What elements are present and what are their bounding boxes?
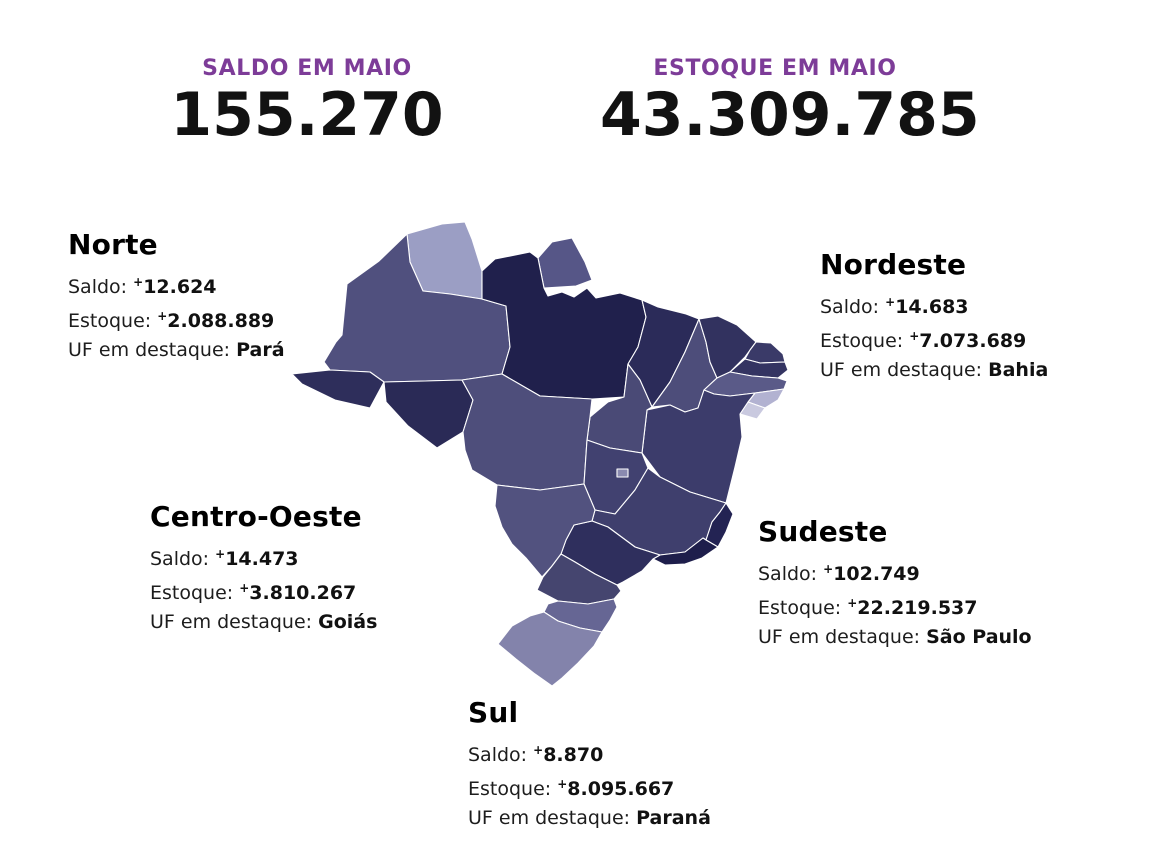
saldo-label: Saldo:: [150, 548, 210, 570]
region-sul-estoque: Estoque: +8.095.667: [468, 770, 711, 804]
saldo-metric-value: 155.270: [170, 80, 444, 150]
brazil-map: [291, 222, 789, 687]
state-ac: [291, 369, 385, 409]
region-centro-oeste-uf: UF em destaque: Goiás: [150, 608, 377, 637]
saldo-number: 14.473: [225, 548, 299, 570]
region-norte: Norte Saldo: +12.624 Estoque: +2.088.889…: [68, 228, 285, 365]
uf-label: UF em destaque:: [820, 359, 983, 381]
uf-value: São Paulo: [926, 626, 1032, 648]
saldo-number: 14.683: [895, 296, 969, 318]
region-sudeste-saldo: Saldo: +102.749: [758, 555, 1032, 589]
estoque-value: +22.219.537: [847, 596, 978, 619]
estoque-label: Estoque:: [758, 597, 842, 619]
region-sudeste: Sudeste Saldo: +102.749 Estoque: +22.219…: [758, 515, 1032, 652]
region-centro-oeste: Centro-Oeste Saldo: +14.473 Estoque: +3.…: [150, 500, 377, 637]
region-centro-oeste-title: Centro-Oeste: [150, 500, 362, 533]
state-rs: [497, 611, 603, 687]
estoque-number: 8.095.667: [567, 778, 675, 800]
saldo-label: Saldo:: [68, 276, 128, 298]
saldo-metric-label: SALDO EM MAIO: [202, 56, 412, 81]
region-sudeste-estoque: Estoque: +22.219.537: [758, 589, 1032, 623]
estoque-number: 3.810.267: [249, 582, 357, 604]
state-df: [616, 468, 629, 478]
uf-value: Paraná: [636, 807, 711, 829]
plus-sign: +: [909, 329, 920, 343]
region-sul-title: Sul: [468, 696, 519, 729]
saldo-number: 8.870: [543, 744, 604, 766]
estoque-value: +3.810.267: [239, 581, 357, 604]
state-rj: [652, 537, 719, 566]
plus-sign: +: [215, 547, 226, 561]
region-sul: Sul Saldo: +8.870 Estoque: +8.095.667 UF…: [468, 696, 711, 833]
uf-label: UF em destaque:: [758, 626, 921, 648]
region-norte-saldo: Saldo: +12.624: [68, 268, 285, 302]
region-norte-uf: UF em destaque: Pará: [68, 336, 285, 365]
saldo-metric: SALDO EM MAIO 155.270: [137, 56, 477, 146]
region-nordeste-uf: UF em destaque: Bahia: [820, 356, 1048, 385]
saldo-value: +14.683: [885, 295, 969, 318]
region-sul-uf: UF em destaque: Paraná: [468, 804, 711, 833]
uf-label: UF em destaque:: [150, 611, 313, 633]
estoque-metric: ESTOQUE EM MAIO 43.309.785: [600, 56, 980, 150]
region-sudeste-uf: UF em destaque: São Paulo: [758, 623, 1032, 652]
estoque-metric-value: 43.309.785: [600, 80, 980, 150]
uf-value: Pará: [236, 339, 285, 361]
uf-value: Goiás: [318, 611, 378, 633]
plus-sign: +: [133, 275, 144, 289]
estoque-metric-label: ESTOQUE EM MAIO: [653, 56, 897, 81]
estoque-number: 7.073.689: [919, 330, 1027, 352]
region-centro-oeste-estoque: Estoque: +3.810.267: [150, 574, 377, 608]
region-nordeste-estoque: Estoque: +7.073.689: [820, 322, 1048, 356]
saldo-value: +102.749: [823, 562, 920, 585]
plus-sign: +: [823, 562, 834, 576]
region-sudeste-title: Sudeste: [758, 515, 888, 548]
region-centro-oeste-saldo: Saldo: +14.473: [150, 540, 377, 574]
saldo-value: +12.624: [133, 275, 217, 298]
saldo-number: 12.624: [143, 276, 217, 298]
region-norte-title: Norte: [68, 228, 158, 261]
estoque-value: +8.095.667: [557, 777, 675, 800]
plus-sign: +: [157, 309, 168, 323]
state-ce: [698, 315, 757, 379]
estoque-label: Estoque:: [68, 310, 152, 332]
plus-sign: +: [885, 295, 896, 309]
estoque-label: Estoque:: [150, 582, 234, 604]
estoque-label: Estoque:: [820, 330, 904, 352]
region-sul-saldo: Saldo: +8.870: [468, 736, 711, 770]
saldo-label: Saldo:: [758, 563, 818, 585]
saldo-value: +8.870: [533, 743, 604, 766]
uf-label: UF em destaque:: [68, 339, 231, 361]
estoque-value: +2.088.889: [157, 309, 275, 332]
estoque-label: Estoque:: [468, 778, 552, 800]
region-nordeste-title: Nordeste: [820, 248, 967, 281]
estoque-number: 22.219.537: [857, 597, 978, 619]
estoque-number: 2.088.889: [167, 310, 275, 332]
saldo-label: Saldo:: [820, 296, 880, 318]
plus-sign: +: [533, 743, 544, 757]
estoque-value: +7.073.689: [909, 329, 1027, 352]
saldo-value: +14.473: [215, 547, 299, 570]
region-nordeste: Nordeste Saldo: +14.683 Estoque: +7.073.…: [820, 248, 1048, 385]
state-ro: [383, 379, 474, 449]
plus-sign: +: [847, 596, 858, 610]
uf-value: Bahia: [988, 359, 1049, 381]
state-ap: [537, 237, 593, 289]
region-norte-estoque: Estoque: +2.088.889: [68, 302, 285, 336]
plus-sign: +: [557, 777, 568, 791]
saldo-number: 102.749: [833, 563, 920, 585]
region-nordeste-saldo: Saldo: +14.683: [820, 288, 1048, 322]
saldo-label: Saldo:: [468, 744, 528, 766]
plus-sign: +: [239, 581, 250, 595]
uf-label: UF em destaque:: [468, 807, 631, 829]
